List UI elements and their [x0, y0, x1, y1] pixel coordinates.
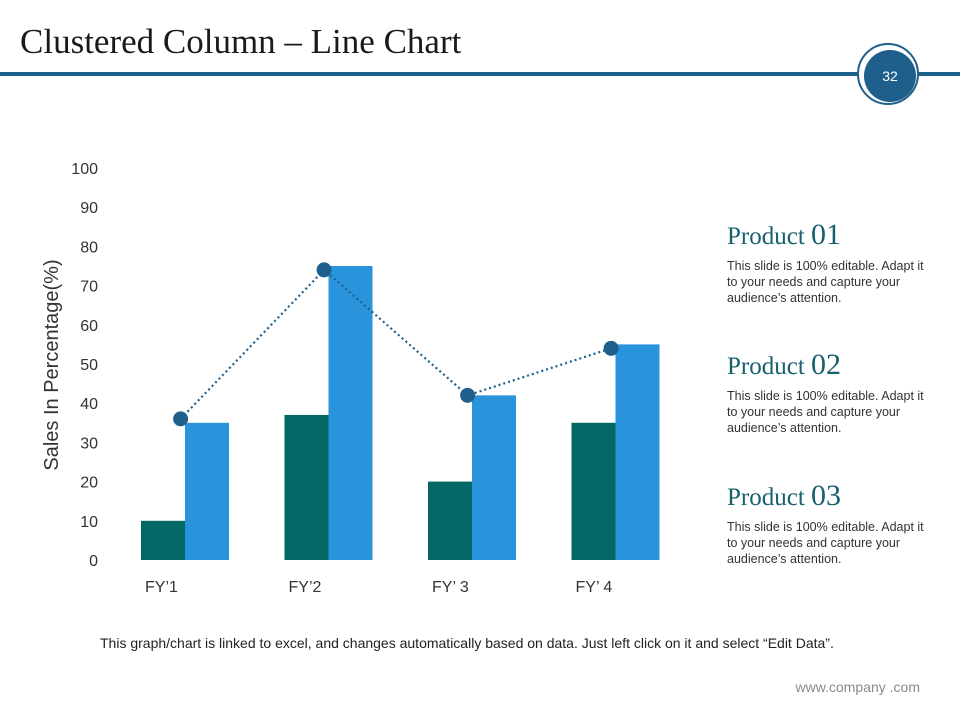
x-tick-label-2: FY’2	[289, 579, 322, 596]
y-tick-label-20: 20	[80, 475, 98, 492]
bar-1-2	[284, 414, 329, 560]
bar-2-2	[328, 266, 373, 560]
bar-1-3	[428, 481, 472, 560]
website-link[interactable]: www.company .com	[795, 679, 920, 695]
line-point-4	[603, 340, 619, 356]
bar-1-4	[571, 422, 616, 560]
x-tick-label-4: FY’ 4	[576, 579, 613, 596]
product-01-block: Product 01 This slide is 100% editable. …	[727, 218, 937, 306]
y-tick-label-0: 0	[89, 553, 98, 570]
bar-2-1	[185, 422, 229, 560]
product-01-description: This slide is 100% editable. Adapt it to…	[727, 259, 924, 305]
line-point-1	[173, 411, 189, 427]
y-tick-label-60: 60	[80, 318, 98, 335]
product-03-title: Product 03	[727, 479, 842, 512]
y-tick-label-70: 70	[80, 279, 98, 296]
product-02-number: 02	[811, 348, 842, 381]
product-02-block: Product 02 This slide is 100% editable. …	[727, 348, 937, 436]
line-series-1	[179, 268, 612, 420]
product-02-description: This slide is 100% editable. Adapt it to…	[727, 389, 924, 435]
y-tick-label-90: 90	[80, 200, 98, 217]
page-number-badge: 32	[864, 50, 916, 102]
x-tick-label-3: FY’ 3	[432, 579, 469, 596]
y-tick-label-30: 30	[80, 435, 98, 452]
chart-footnote: This graph/chart is linked to excel, and…	[100, 635, 834, 651]
slide-title: Clustered Column – Line Chart	[20, 22, 462, 61]
y-axis-label: Sales In Percentage(%)	[41, 259, 63, 470]
y-tick-label-10: 10	[80, 514, 98, 531]
product-01-number: 01	[811, 218, 842, 251]
y-tick-label-50: 50	[80, 357, 98, 374]
y-tick-label-40: 40	[80, 396, 98, 413]
y-tick-label-80: 80	[80, 239, 98, 256]
product-03-number: 03	[811, 479, 842, 512]
y-tick-label-100: 100	[71, 161, 98, 178]
bar-1-1	[141, 520, 185, 560]
header-rule	[0, 72, 960, 76]
product-03-block: Product 03 This slide is 100% editable. …	[727, 479, 937, 567]
bar-2-4	[615, 344, 660, 560]
product-01-title: Product 01	[727, 218, 842, 251]
x-tick-label-1: FY’1	[145, 579, 178, 596]
bar-2-3	[472, 395, 516, 560]
product-03-description: This slide is 100% editable. Adapt it to…	[727, 520, 924, 566]
line-point-2	[316, 262, 332, 278]
product-02-title: Product 02	[727, 348, 842, 381]
line-point-3	[460, 387, 476, 403]
